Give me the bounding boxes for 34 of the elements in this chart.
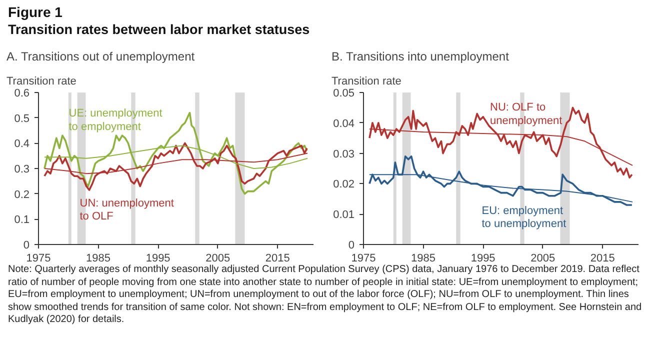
y-tick-label: 0.05 [333, 88, 355, 100]
x-tick-label: 1975 [26, 252, 51, 264]
chart-title: B. Transitions into unemployment [332, 50, 510, 64]
y-tick-label: 0.04 [333, 118, 355, 130]
caption: Figure 1 [8, 4, 64, 22]
y-tick-label: 0 [348, 240, 355, 252]
y-tick-label: 0.4 [14, 138, 30, 150]
y-tick-label: 0 [23, 240, 30, 252]
series-label: NU: OLF to unemployment [490, 102, 562, 127]
y-tick-label: 0.6 [14, 88, 30, 100]
y-tick-label: 0.03 [333, 148, 355, 160]
x-tick-label: 2005 [206, 252, 230, 264]
y-axis-title: Transition rate [332, 76, 402, 88]
x-tick-label: 1975 [351, 252, 376, 264]
x-tick-label: 1995 [146, 252, 170, 264]
y-tick-label: 0.02 [333, 178, 355, 191]
x-tick-label: 1985 [411, 252, 436, 264]
y-tick-label: 0.2 [14, 188, 30, 201]
text: Transition rates between labor market statuses [8, 22, 310, 38]
y-tick-label: 0.01 [333, 209, 355, 222]
text: Note: Quarterly averages of monthly seasonally adjusted Current Population Survey (CPS) data, January 1976 to December 2019. Data reflect ratio of number of people moving from one state into another state to number of people in initial state: UE=from unemployment to employment; EU=from employment to unemployment; UN=from unemployment to out of the labor force (OLF); NU=from OLF to unemployment. Thin lines show smoothed trends for transition of same color. Not shown: EN=from employment to OLF; NE=from OLF to employment. See Hornstein and Kudlyak (2020) for details. [8, 264, 643, 326]
x-tick-label: 2015 [590, 252, 615, 264]
x-tick-label: 1995 [470, 252, 496, 264]
series-label: UN: unemployment to OLF [80, 197, 174, 223]
x-tick-label: 2015 [265, 252, 290, 264]
series-label: UE: unemployment to employment [68, 108, 162, 133]
y-tick-label: 0.5 [14, 112, 30, 125]
x-tick-label: 1985 [86, 252, 111, 264]
x-tick-label: 2005 [530, 252, 556, 264]
y-tick-label: 0.3 [14, 164, 30, 176]
chart-title: A. Transitions out of unemployment [6, 50, 196, 64]
y-axis-title: Transition rate [6, 76, 76, 88]
series-label: EU: employment to unemployment [482, 204, 566, 230]
y-tick-label: 0.1 [14, 214, 30, 226]
